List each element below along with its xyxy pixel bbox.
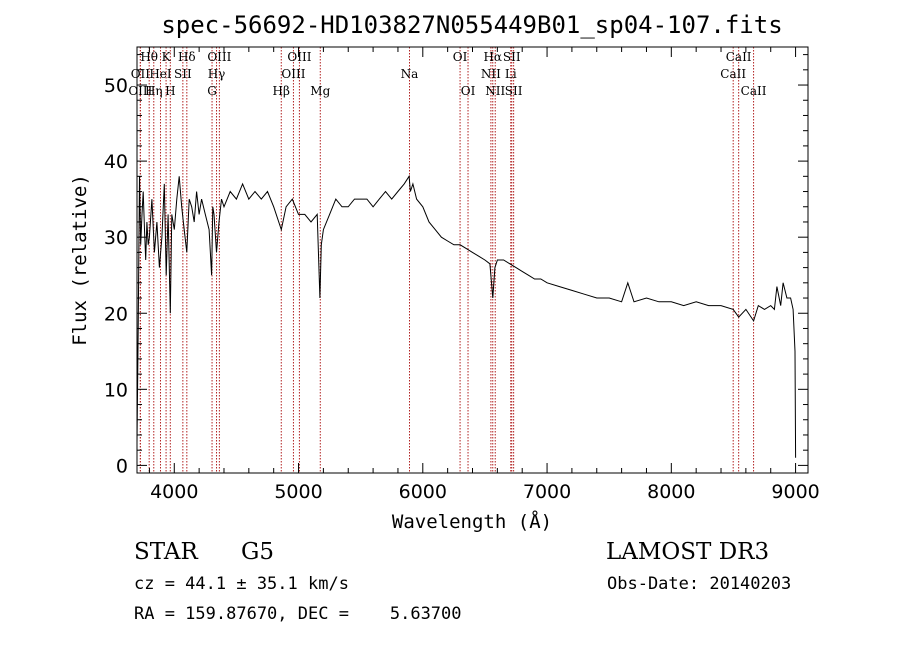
y-tick-label: 40 [104,151,128,173]
spectral-line-label: CaII [726,50,752,64]
x-tick-label: 5000 [274,481,322,503]
ra-dec: RA = 159.87670, DEC = 5.63700 [134,604,462,624]
y-tick-label: 10 [104,379,128,401]
spectral-line-label: SII [174,67,192,81]
plot-frame [136,46,809,474]
spectral-line-label: Hα [483,50,502,64]
spectral-line-labels: Hθ OII OIII K HeI Hη SII H Hδ OIII Hγ G Hβ OIII OIII Mg… [128,50,766,98]
spectral-line-label: SII [503,50,521,64]
spectral-line-markers [139,47,755,473]
spectral-line-label: Na [401,67,419,81]
spectral-line-label: OI [453,50,468,64]
y-tick-label: 30 [104,227,128,249]
spectral-line-label: Hη [145,84,163,98]
spectral-line-label: K [162,50,172,64]
spectral-line-label: CaII [720,67,746,81]
y-axis-label: Flux (relative) [69,174,91,346]
spectral-line-label: Li [505,67,517,81]
x-tick-label: 4000 [150,481,198,503]
spectral-line-label: HeI [149,67,172,81]
object-subclass: G5 [241,539,274,565]
spectral-line-label: OII [131,67,151,81]
spectrum-series-line [136,174,797,458]
spectral-line-label: SII [505,84,523,98]
survey-name: LAMOST DR3 [606,539,769,565]
x-tick-label: 7000 [523,481,571,503]
x-tick-label: 9000 [771,481,819,503]
spectral-line-label: OIII [128,84,152,98]
spectral-line-label: NII [481,67,501,81]
x-tick-label: 8000 [647,481,695,503]
object-class: STAR [134,539,198,565]
x-tick-label: 6000 [399,481,447,503]
chart-title: spec-56692-HD103827N055449B01_sp04-107.f… [161,11,782,39]
y-tick-label: 20 [104,303,128,325]
x-axis-label: Wavelength (Å) [392,510,552,533]
spectral-line-label: Mg [310,84,330,98]
spectral-line-label: OI [461,84,476,98]
y-tick-label: 50 [104,75,128,97]
spectral-line-label: Hθ [140,50,158,64]
spectral-line-label: G [207,84,217,98]
axis-ticks: 4000 5000 6000 7000 8000 9000 0 10 20 30 40 50 [104,47,820,503]
spectral-line-label: H [165,84,175,98]
spectral-line-label: OIII [281,67,305,81]
spectral-line-label: Hγ [208,67,226,81]
y-tick-label: 0 [116,455,128,477]
spectral-line-label: CaII [741,84,767,98]
observation-date: Obs-Date: 20140203 [607,574,791,594]
spectral-line-label: OIII [287,50,311,64]
spectral-line-label: Hβ [273,84,290,98]
spectral-line-label: OIII [207,50,231,64]
spectral-line-label: Hδ [178,50,196,64]
spectral-line-label: NII [485,84,505,98]
redshift-cz: cz = 44.1 ± 35.1 km/s [134,574,349,594]
